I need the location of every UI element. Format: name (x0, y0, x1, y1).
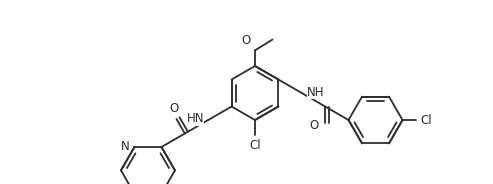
Text: Cl: Cl (249, 139, 261, 152)
Text: O: O (309, 119, 318, 132)
Text: N: N (121, 139, 130, 153)
Text: O: O (242, 34, 251, 47)
Text: O: O (170, 102, 179, 115)
Text: HN: HN (187, 112, 204, 125)
Text: Cl: Cl (420, 114, 432, 127)
Text: NH: NH (307, 86, 324, 98)
